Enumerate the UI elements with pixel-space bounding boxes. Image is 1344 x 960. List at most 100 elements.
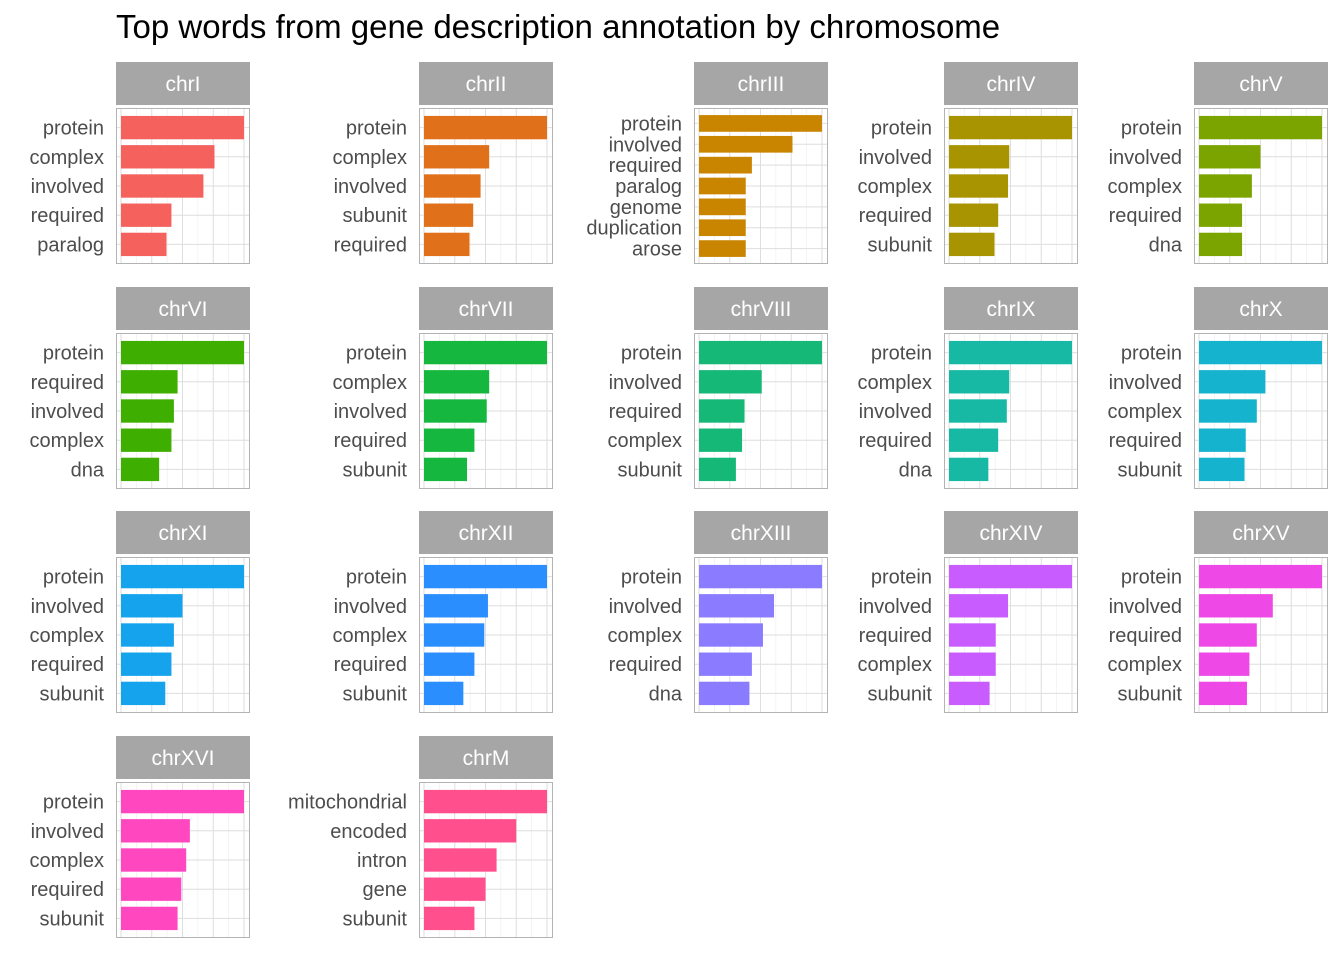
bar-chrII-complex: [424, 145, 490, 169]
facet-strip: [419, 62, 553, 105]
category-label: complex: [858, 176, 932, 198]
facet-strip: [1194, 287, 1328, 330]
category-label: subunit: [343, 683, 408, 705]
category-label: subunit: [1118, 459, 1183, 481]
category-label: complex: [30, 430, 104, 452]
category-label: subunit: [618, 459, 683, 481]
facet-strip-label: chrXI: [158, 522, 207, 545]
facet-strip-label: chrVI: [158, 298, 207, 321]
bar-chrVIII-required: [699, 399, 745, 423]
category-label: subunit: [40, 908, 105, 930]
bar-chrIII-duplication: [699, 219, 746, 237]
category-label: involved: [859, 596, 932, 618]
category-label: involved: [609, 134, 682, 156]
category-label: involved: [609, 596, 682, 618]
category-label: involved: [859, 147, 932, 169]
category-label: involved: [31, 596, 104, 618]
category-label: complex: [858, 372, 932, 394]
category-label: protein: [43, 118, 104, 140]
bar-chrXIII-complex: [699, 623, 763, 647]
category-label: involved: [859, 401, 932, 423]
bar-chrI-involved: [121, 174, 204, 198]
facet-strip-label: chrI: [165, 73, 200, 96]
chart-title: Top words from gene description annotati…: [116, 8, 1001, 45]
category-label: involved: [334, 596, 407, 618]
category-label: required: [1109, 205, 1182, 227]
category-label: subunit: [868, 683, 933, 705]
category-label: complex: [608, 625, 682, 647]
bar-chrXIII-protein: [699, 564, 822, 589]
facet-strip: [694, 62, 828, 105]
bar-chrIII-protein: [699, 115, 822, 132]
facet-strip-label: chrXV: [1232, 522, 1289, 545]
facet-strip-label: chrXVI: [151, 747, 214, 770]
category-label: involved: [334, 401, 407, 423]
facet-strip-label: chrM: [463, 747, 510, 770]
facet-strip-label: chrV: [1239, 73, 1282, 96]
bar-chrI-required: [121, 203, 172, 227]
bar-chrXII-protein: [424, 564, 547, 589]
bar-chrXVI-subunit: [121, 906, 178, 931]
facet-chrVII: chrVII protein complex involved required subu…: [333, 287, 553, 489]
category-label: required: [334, 430, 407, 452]
bar-chrVII-subunit: [424, 457, 468, 482]
bar-chrX-required: [1199, 428, 1246, 452]
bar-chrXVI-complex: [121, 848, 187, 872]
facet-chrVI: chrVI protein required involved complex dna: [30, 287, 250, 489]
category-label: involved: [1109, 596, 1182, 618]
facet-strip-label: chrXIII: [731, 522, 792, 545]
facet-strip: [694, 287, 828, 330]
bar-chrVIII-complex: [699, 428, 743, 452]
category-label: protein: [346, 343, 407, 365]
category-label: complex: [608, 430, 682, 452]
bar-chrX-subunit: [1199, 457, 1245, 482]
bar-chrIX-dna: [949, 457, 989, 482]
bar-chrIV-protein: [949, 115, 1072, 140]
category-label: intron: [357, 850, 407, 872]
bar-chrXV-required: [1199, 623, 1257, 647]
bar-chrI-complex: [121, 145, 215, 169]
facet-chrII: chrII protein complex involved subunit requir…: [333, 62, 553, 264]
bar-chrV-complex: [1199, 174, 1252, 198]
category-label: complex: [333, 147, 407, 169]
category-label: protein: [43, 567, 104, 589]
category-label: required: [609, 401, 682, 423]
category-label: protein: [1121, 118, 1182, 140]
bar-chrII-subunit: [424, 203, 474, 227]
bar-chrIX-required: [949, 428, 999, 452]
category-label: subunit: [40, 683, 105, 705]
facet-chrI: chrI protein complex involved required paralo…: [30, 62, 250, 264]
category-label: required: [31, 372, 104, 394]
category-label: required: [31, 205, 104, 227]
bar-chrV-protein: [1199, 115, 1322, 140]
category-label: protein: [871, 118, 932, 140]
facet-strip: [1194, 511, 1328, 554]
bar-chrVII-required: [424, 428, 475, 452]
category-label: required: [1109, 430, 1182, 452]
facet-chrM: chrM mitochondrial encoded intron gene subuni…: [288, 736, 553, 938]
category-label: required: [31, 879, 104, 901]
bar-chrVII-involved: [424, 399, 487, 423]
category-label: gene: [363, 879, 408, 901]
bar-chrVIII-involved: [699, 370, 762, 394]
bar-chrIV-involved: [949, 145, 1010, 169]
category-label: subunit: [343, 459, 408, 481]
bar-chrVI-protein: [121, 340, 244, 365]
category-label: complex: [30, 147, 104, 169]
bar-chrXIV-subunit: [949, 681, 990, 706]
facet-strip-label: chrII: [466, 73, 507, 96]
category-label: duplication: [586, 218, 682, 240]
bar-chrM-encoded: [424, 819, 517, 843]
category-label: arose: [632, 239, 682, 261]
facet-strip: [944, 62, 1078, 105]
bar-chrI-paralog: [121, 232, 167, 257]
bar-chrM-intron: [424, 848, 497, 872]
bar-chrXVI-required: [121, 877, 182, 901]
category-label: protein: [43, 343, 104, 365]
category-label: involved: [1109, 372, 1182, 394]
bar-chrIV-complex: [949, 174, 1009, 198]
bar-chrV-required: [1199, 203, 1243, 227]
bar-chrXV-involved: [1199, 594, 1273, 618]
category-label: protein: [346, 118, 407, 140]
category-label: required: [859, 625, 932, 647]
